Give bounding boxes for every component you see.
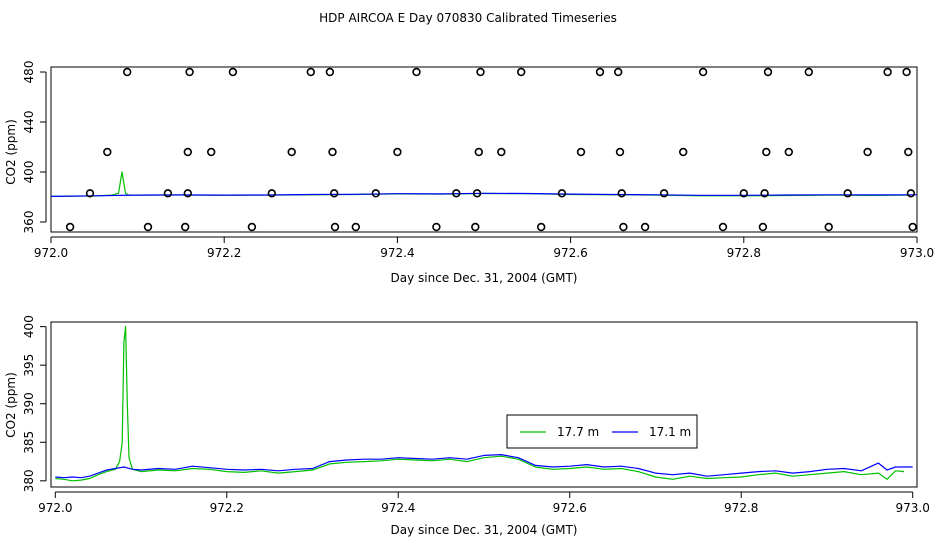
- calibration-marker: [247, 222, 257, 232]
- calibration-marker: [536, 222, 546, 232]
- calibration-marker: [760, 189, 769, 198]
- calibration-marker: [678, 147, 688, 157]
- bottom-series-line-green: [55, 326, 905, 482]
- calibration-marker: [325, 67, 335, 77]
- bottom-y-tick-label: 390: [22, 392, 36, 415]
- calibration-marker: [908, 222, 917, 232]
- calibration-marker: [267, 189, 276, 198]
- top-y-tick-label: 400: [22, 161, 36, 184]
- calibration-marker: [471, 222, 480, 232]
- calibration-marker: [576, 147, 586, 157]
- calibration-marker: [207, 147, 216, 157]
- calibration-marker: [640, 222, 650, 232]
- top-x-tick-label: 972.0: [34, 246, 68, 260]
- calibration-marker: [557, 189, 567, 198]
- calibration-marker: [613, 67, 623, 77]
- calibration-marker: [228, 67, 238, 77]
- calibration-marker: [472, 189, 482, 198]
- calibration-marker: [181, 222, 190, 232]
- legend-label-blue: 17.1 m: [649, 425, 691, 439]
- calibration-marker: [784, 147, 793, 157]
- calibration-marker: [432, 222, 441, 232]
- bottom-x-tick-label: 973.0: [896, 501, 930, 515]
- panel-top: 972.0 972.2 972.4 972.6 972.8 973.0 360 400 440 4…: [4, 61, 934, 285]
- calibration-marker: [183, 189, 193, 198]
- calibration-marker: [183, 147, 193, 157]
- y-axis-label-top: CO2 (ppm): [4, 119, 18, 185]
- calibration-marker: [287, 147, 296, 157]
- calibration-marker: [615, 147, 625, 157]
- top-y-tick-label: 440: [22, 111, 36, 134]
- figure-title: HDP AIRCOA E Day 070830 Calibrated Times…: [319, 11, 617, 25]
- calibration-marker: [412, 67, 421, 77]
- calibration-marker: [330, 222, 340, 232]
- bottom-y-tick-label: 400: [22, 315, 36, 338]
- bottom-x-tick-label: 972.0: [38, 501, 72, 515]
- calibration-marker: [516, 67, 526, 77]
- calibration-marker: [452, 189, 461, 198]
- calibration-marker: [122, 67, 132, 77]
- bottom-series-line-blue: [55, 454, 913, 479]
- legend: 17.7 m 17.1 m: [506, 414, 698, 449]
- bottom-x-tick-label: 972.6: [553, 501, 587, 515]
- top-x-tick-label: 973.0: [900, 246, 934, 260]
- calibration-marker: [595, 67, 605, 77]
- top-x-tick-label: 972.4: [380, 246, 414, 260]
- top-x-tick-label: 972.8: [727, 246, 761, 260]
- bottom-x-tick-label: 972.8: [724, 501, 758, 515]
- calibration-marker: [619, 222, 628, 232]
- calibration-marker: [739, 189, 748, 198]
- top-y-tick-label: 360: [22, 211, 36, 234]
- plot-frame-bottom: [50, 321, 918, 488]
- bottom-y-tick-label: 395: [22, 354, 36, 377]
- bottom-x-tick-label: 972.4: [381, 501, 415, 515]
- calibration-marker: [185, 67, 194, 77]
- calibration-marker: [659, 189, 669, 198]
- calibration-marker: [163, 189, 173, 198]
- plot-frame-top: [50, 66, 918, 233]
- top-series-line-blue: [50, 192, 918, 197]
- calibration-marker: [843, 189, 852, 198]
- y-axis-label-bottom: CO2 (ppm): [4, 372, 18, 438]
- calibration-marker: [474, 147, 483, 157]
- calibration-marker: [65, 222, 75, 232]
- calibration-marker: [497, 147, 506, 157]
- bottom-x-tick-label: 972.2: [210, 501, 244, 515]
- top-x-tick-label: 972.2: [207, 246, 241, 260]
- calibration-marker: [351, 222, 360, 232]
- calibration-marker: [103, 147, 112, 157]
- calibration-marker: [85, 189, 95, 198]
- top-y-tick-label: 480: [22, 61, 36, 84]
- calibration-marker: [143, 222, 153, 232]
- calibration-marker: [371, 189, 380, 198]
- legend-label-green: 17.7 m: [557, 425, 599, 439]
- calibration-marker: [698, 67, 708, 77]
- calibration-marker: [393, 147, 402, 157]
- calibration-marker: [863, 147, 872, 157]
- calibration-marker: [758, 222, 768, 232]
- calibration-marker: [617, 189, 626, 198]
- calibration-marker: [883, 67, 892, 77]
- calibration-marker: [328, 147, 337, 157]
- calibration-marker: [476, 67, 485, 77]
- calibration-marker: [763, 67, 773, 77]
- x-axis-label-bottom: Day since Dec. 31, 2004 (GMT): [391, 523, 578, 537]
- x-axis-label-top: Day since Dec. 31, 2004 (GMT): [391, 271, 578, 285]
- calibration-marker: [718, 222, 728, 232]
- bottom-y-tick-label: 380: [22, 469, 36, 492]
- calibration-marker: [762, 147, 771, 157]
- calibration-marker: [902, 67, 911, 77]
- calibration-marker: [330, 189, 339, 198]
- bottom-y-tick-label: 385: [22, 431, 36, 454]
- top-x-tick-label: 972.6: [553, 246, 587, 260]
- calibration-marker: [904, 147, 913, 157]
- panel-bottom: 972.0 972.2 972.4 972.6 972.8 973.0 380 385 390 3…: [4, 315, 930, 537]
- calibration-marker: [906, 189, 916, 198]
- calibration-marker: [306, 67, 315, 77]
- calibration-marker: [804, 67, 813, 77]
- calibration-marker: [824, 222, 833, 232]
